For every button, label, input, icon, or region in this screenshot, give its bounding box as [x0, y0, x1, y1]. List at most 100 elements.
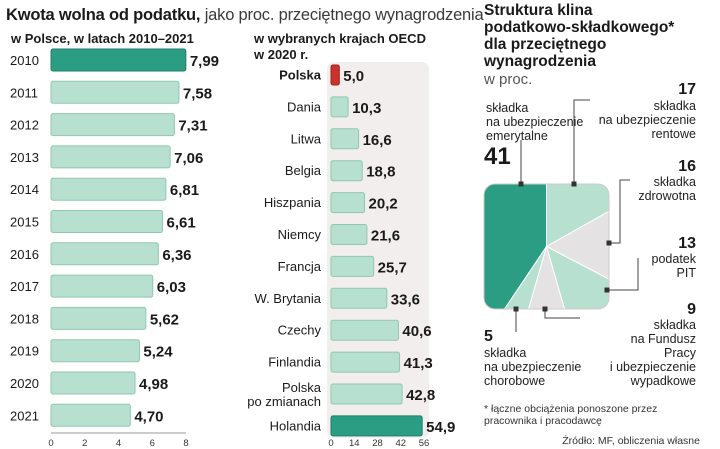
country-bar — [330, 287, 388, 309]
year-bar — [50, 80, 180, 104]
year-label: 2012 — [10, 118, 39, 133]
chart3-title-line2: podatkowo-składkowego* — [484, 19, 675, 36]
year-bar — [50, 306, 147, 330]
year-label: 2011 — [10, 85, 38, 100]
chart1-tick: 6 — [150, 438, 155, 449]
leader-marker — [513, 306, 519, 312]
year-bar — [50, 113, 175, 137]
chart2-title: w wybranych krajach OECD w 2020 r. — [254, 31, 426, 63]
leader-marker — [542, 306, 548, 312]
chart2-tick: 14 — [349, 438, 360, 449]
wedge-group — [484, 184, 609, 309]
year-label: 2020 — [10, 376, 39, 391]
main-title: Kwota wolna od podatku, jako proc. przec… — [6, 6, 484, 25]
chart1-tick: 0 — [48, 438, 53, 449]
source: Źródło: MF, obliczenia własne — [562, 435, 700, 447]
year-bar — [50, 403, 131, 427]
leader-marker — [571, 181, 577, 187]
slice-label-rentowe: składka na ubezpieczenie rentowe — [598, 99, 696, 141]
country-label: Niemcy — [278, 227, 322, 242]
year-bar — [50, 371, 136, 395]
country-value: 41,3 — [404, 355, 433, 372]
year-label: 2017 — [10, 279, 39, 294]
chart3-title-line1: Struktura klina — [484, 2, 593, 19]
country-bar — [330, 383, 403, 405]
main-title-rest: jako proc. przeciętnego wynagrodzenia — [200, 6, 484, 24]
chart2-title-line2: w 2020 r. — [254, 47, 309, 62]
leader-zdrowotna — [609, 179, 630, 244]
chart1-title: w Polsce, w latach 2010–2021 — [11, 31, 194, 46]
footnote-line2: pracownika i pracodawcę — [484, 415, 602, 427]
slice-value-fp: 9 — [687, 301, 696, 318]
year-value: 7,58 — [183, 85, 212, 102]
leader-marker — [518, 181, 524, 187]
year-bar — [50, 242, 159, 266]
wedge-slice — [546, 184, 609, 248]
year-label: 2013 — [10, 150, 39, 165]
chart3-title-line3: dla przeciętnego — [484, 36, 607, 53]
chart3-unit: w proc. — [484, 71, 533, 88]
leader-marker — [606, 240, 612, 246]
year-value: 5,24 — [143, 344, 173, 361]
country-value: 21,6 — [371, 228, 400, 245]
country-label-2: po zmianach — [247, 394, 321, 409]
country-label: Polska — [282, 380, 322, 395]
slice-value-pit: 13 — [678, 235, 696, 252]
slice-value-chorobowe: 5 — [484, 328, 493, 345]
year-label: 2010 — [10, 53, 39, 68]
chart1-tick: 2 — [82, 438, 87, 449]
country-label: Holandia — [270, 418, 322, 433]
country-value: 20,2 — [369, 196, 398, 213]
country-bar — [330, 96, 349, 118]
slice-label-chorobowe: składka na ubezpieczenie chorobowe — [484, 346, 582, 388]
slice-label-pit: podatek PIT — [651, 252, 696, 280]
country-bar — [330, 319, 399, 341]
leader-marker — [604, 287, 610, 293]
wedge-slice — [545, 245, 609, 309]
year-label: 2021 — [10, 408, 39, 423]
year-value: 6,36 — [162, 247, 191, 264]
country-label: Czechy — [278, 323, 322, 338]
year-bar — [50, 48, 187, 72]
country-label: Belgia — [285, 163, 322, 178]
year-value: 6,61 — [167, 215, 196, 232]
leader-rentowe — [573, 99, 590, 184]
year-bar — [50, 210, 164, 233]
chart2-tick: 28 — [372, 438, 383, 449]
country-bar — [330, 192, 366, 214]
year-label: 2018 — [10, 311, 39, 326]
year-bar — [50, 339, 140, 363]
country-label: Francja — [278, 259, 322, 274]
chart1-tick: 8 — [183, 438, 188, 449]
year-value: 4,70 — [134, 408, 163, 425]
year-bar — [50, 274, 154, 298]
year-bar — [50, 145, 171, 169]
slice-label-zdrowotna: składka zdrowotna — [638, 175, 696, 203]
chart2-tick: 42 — [395, 438, 406, 449]
country-label: Hiszpania — [264, 195, 322, 210]
chart2-title-line1: w wybranych krajach OECD — [254, 31, 426, 46]
slice-value-rentowe: 17 — [678, 81, 696, 98]
country-label: Finlandia — [268, 355, 322, 370]
year-value: 7,99 — [190, 53, 219, 70]
chart1-tick: 4 — [116, 438, 121, 449]
country-bar — [330, 224, 368, 245]
country-value: 42,8 — [406, 387, 435, 404]
year-bar — [50, 177, 167, 201]
chart2-tick: 56 — [419, 438, 430, 449]
slice-label-emerytalne: składka na ubezpieczenie emerytalne — [486, 101, 584, 143]
chart2-tick: 0 — [328, 438, 333, 449]
chart3-title: Struktura klina podatkowo-składkowego* d… — [484, 2, 684, 70]
country-value: 16,6 — [363, 132, 392, 149]
wedge-slice — [484, 246, 547, 309]
country-label: Dania — [287, 99, 322, 114]
year-label: 2015 — [10, 215, 39, 230]
country-bar — [330, 255, 375, 277]
country-bar — [330, 64, 340, 86]
country-bar — [330, 160, 363, 182]
country-value: 33,6 — [391, 291, 420, 308]
year-label: 2014 — [10, 182, 39, 197]
slice-label-fp: składka na Fundusz Pracy i ubezpieczenie… — [609, 318, 696, 388]
year-value: 6,03 — [157, 279, 186, 296]
